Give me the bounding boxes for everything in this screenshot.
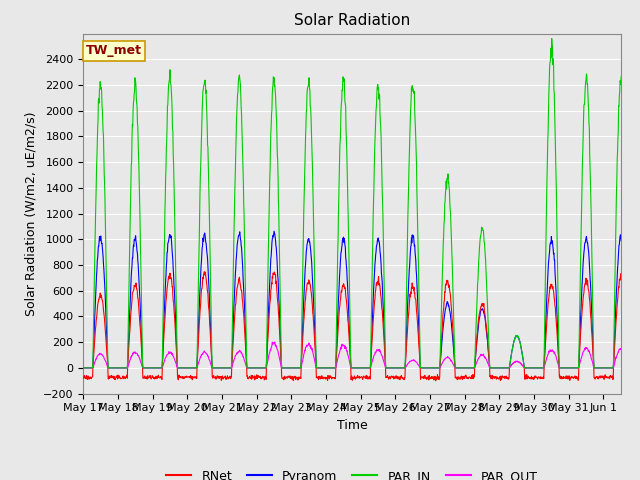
Legend: RNet, Pyranom, PAR_IN, PAR_OUT: RNet, Pyranom, PAR_IN, PAR_OUT — [161, 465, 543, 480]
Text: TW_met: TW_met — [86, 44, 142, 58]
X-axis label: Time: Time — [337, 419, 367, 432]
Title: Solar Radiation: Solar Radiation — [294, 13, 410, 28]
Y-axis label: Solar Radiation (W/m2, uE/m2/s): Solar Radiation (W/m2, uE/m2/s) — [24, 111, 37, 316]
